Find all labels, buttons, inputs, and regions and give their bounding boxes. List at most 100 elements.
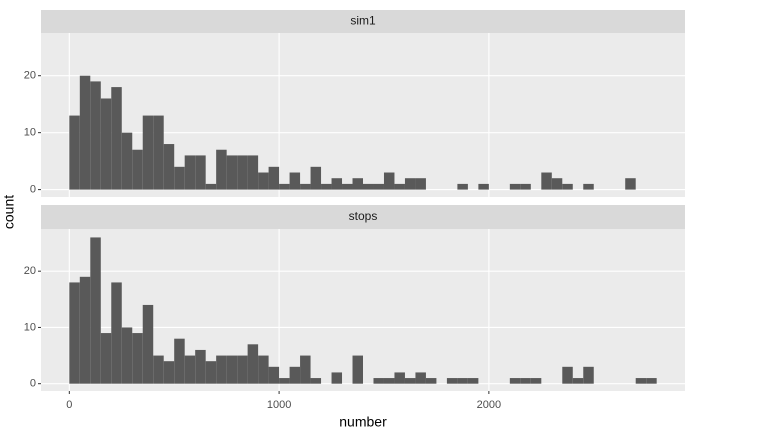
- histogram-bar: [216, 355, 227, 384]
- histogram-bar: [457, 378, 468, 384]
- histogram-bar: [373, 378, 384, 384]
- histogram-bar: [132, 149, 143, 190]
- y-tick-label: 20: [24, 70, 36, 82]
- x-axis-title: number: [339, 414, 387, 430]
- histogram-bar: [520, 183, 531, 190]
- histogram-bar: [279, 183, 290, 190]
- histogram-bar: [237, 155, 248, 190]
- histogram-bar: [279, 378, 290, 384]
- histogram-bar: [425, 378, 437, 384]
- histogram-bar: [195, 155, 206, 190]
- histogram-bar: [100, 98, 112, 190]
- histogram-bar: [300, 183, 311, 190]
- facet-strip: [41, 205, 685, 229]
- histogram-bar: [289, 366, 301, 384]
- histogram-bar: [404, 378, 416, 384]
- histogram-bar: [342, 183, 353, 190]
- histogram-bar: [352, 355, 363, 384]
- histogram-bar: [583, 183, 594, 190]
- histogram-bar: [331, 372, 343, 384]
- x-tick-label: 0: [66, 399, 72, 411]
- histogram-bar: [478, 183, 489, 190]
- histogram-bar: [415, 178, 426, 190]
- histogram-bar: [90, 81, 101, 190]
- histogram-bar: [363, 183, 374, 190]
- histogram-bar: [195, 349, 206, 384]
- histogram-bar: [79, 276, 91, 384]
- histogram-bar: [562, 366, 573, 384]
- histogram-bar: [646, 378, 657, 384]
- histogram-bar: [383, 378, 395, 384]
- histogram-bar: [404, 178, 416, 190]
- histogram-bar: [174, 166, 185, 190]
- histogram-bar: [352, 178, 363, 190]
- histogram-bar: [530, 378, 542, 384]
- y-tick-label: 0: [30, 378, 36, 390]
- histogram-bar: [258, 355, 269, 384]
- histogram-bar: [226, 155, 238, 190]
- histogram-bar: [373, 183, 384, 190]
- histogram-bar: [635, 378, 647, 384]
- histogram-bar: [310, 378, 322, 384]
- y-tick-label: 10: [24, 321, 36, 333]
- histogram-bar: [237, 355, 248, 384]
- facet-label: sim1: [350, 14, 376, 28]
- histogram-bar: [520, 378, 531, 384]
- histogram-bar: [216, 149, 227, 190]
- histogram-bar: [121, 132, 133, 190]
- histogram-bar: [457, 183, 468, 190]
- histogram-bar: [509, 183, 521, 190]
- histogram-bar: [551, 178, 563, 190]
- histogram-bar: [562, 183, 573, 190]
- histogram-bar: [205, 361, 217, 384]
- histogram-bar: [541, 172, 552, 190]
- histogram-bar: [111, 282, 122, 384]
- histogram-bar: [153, 115, 164, 190]
- histogram-bar: [163, 361, 175, 384]
- histogram-bar: [174, 338, 185, 384]
- y-axis-title: count: [1, 195, 17, 229]
- histogram-bar: [205, 183, 217, 190]
- histogram-bar: [572, 378, 584, 384]
- histogram-bar: [184, 355, 196, 384]
- histogram-bar: [268, 366, 280, 384]
- y-tick-label: 10: [24, 127, 36, 139]
- y-tick-label: 0: [30, 184, 36, 196]
- histogram-bar: [153, 355, 164, 384]
- histogram-bar: [415, 372, 426, 384]
- histogram-bar: [258, 172, 269, 190]
- histogram-bar: [446, 378, 458, 384]
- histogram-bar: [247, 155, 259, 190]
- x-tick-label: 2000: [477, 399, 501, 411]
- histogram-bar: [121, 327, 133, 384]
- histogram-bar: [310, 166, 322, 190]
- histogram-bar: [467, 378, 479, 384]
- x-tick-label: 1000: [267, 399, 291, 411]
- histogram-bar: [625, 178, 636, 190]
- histogram-bar: [247, 344, 259, 384]
- histogram-bar: [79, 75, 91, 190]
- histogram-bar: [583, 366, 594, 384]
- histogram-bar: [142, 115, 154, 190]
- histogram-bar: [90, 237, 101, 384]
- histogram-bar: [111, 87, 122, 190]
- histogram-bar: [300, 355, 311, 384]
- histogram-bar: [69, 282, 80, 384]
- histogram-bar: [69, 115, 80, 190]
- histogram-bar: [394, 183, 405, 190]
- histogram-bar: [383, 172, 395, 190]
- histogram-bar: [142, 304, 154, 384]
- histogram-bar: [509, 378, 521, 384]
- histogram-bar: [163, 144, 175, 190]
- histogram-bar: [226, 355, 238, 384]
- facet-strip: [41, 10, 685, 33]
- histogram-bar: [100, 333, 112, 384]
- histogram-bar: [321, 183, 332, 190]
- histogram-bar: [132, 333, 143, 384]
- histogram-bar: [184, 155, 196, 190]
- histogram-bar: [331, 178, 343, 190]
- y-tick-label: 20: [24, 265, 36, 277]
- histogram-bar: [394, 372, 405, 384]
- histogram-bar: [289, 172, 301, 190]
- facet-label: stops: [349, 209, 378, 223]
